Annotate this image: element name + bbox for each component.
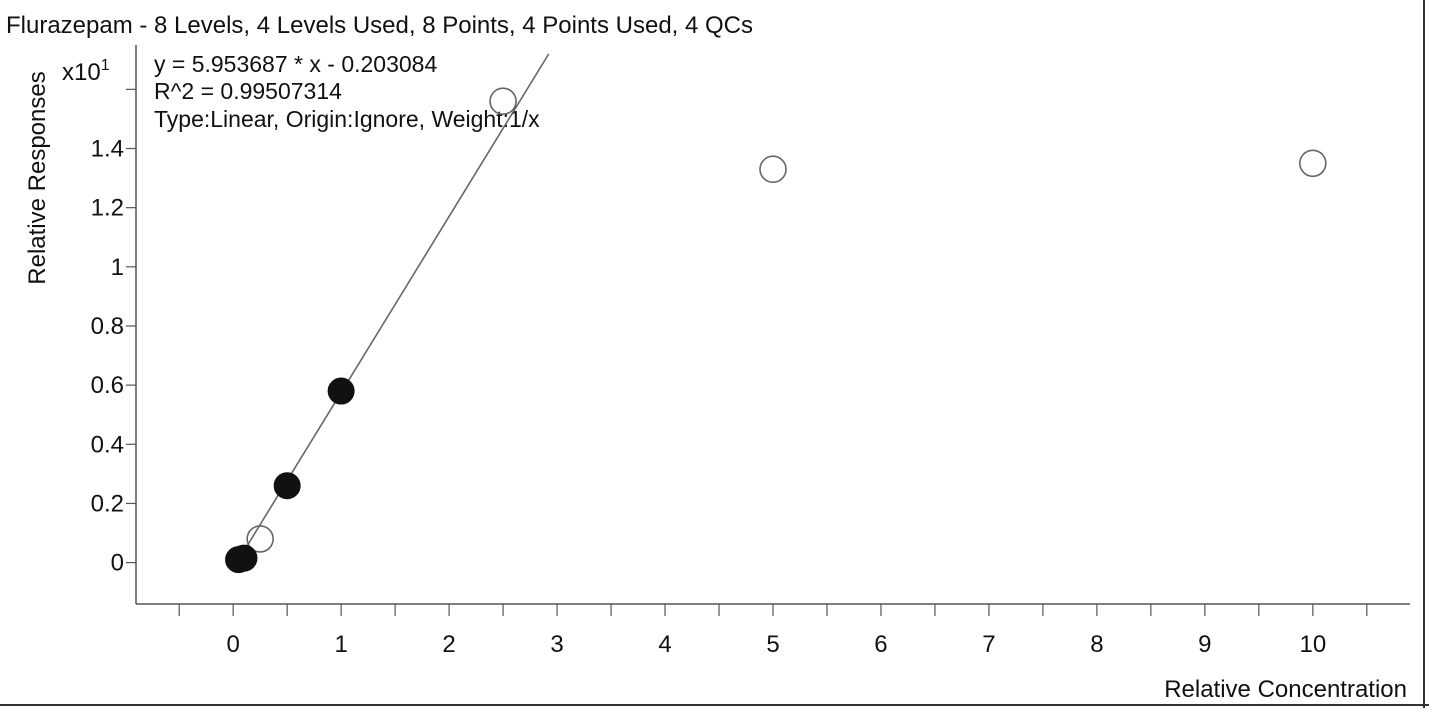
data-point-excluded xyxy=(246,525,274,553)
y-tick-label: 0.2 xyxy=(91,490,124,517)
x-tick-label: 5 xyxy=(766,631,779,658)
data-point-used xyxy=(230,544,258,572)
fit-info: Type:Linear, Origin:Ignore, Weight:1/x xyxy=(154,106,540,132)
data-points-group xyxy=(225,87,1327,574)
y-tick-label: 1.4 xyxy=(91,136,124,163)
x-tick-label: 8 xyxy=(1090,631,1103,658)
x-tick-label: 3 xyxy=(550,631,563,658)
x-tick-label: 2 xyxy=(442,631,455,658)
fit-equation: y = 5.953687 * x - 0.203084 xyxy=(154,51,437,77)
data-point-excluded xyxy=(1299,149,1327,178)
y-tick-label: 0.6 xyxy=(91,372,124,399)
y-tick-label: 0.4 xyxy=(91,431,124,458)
y-multiplier-label: x101 xyxy=(62,57,110,86)
data-point-used xyxy=(273,472,301,500)
y-axis-label: Relative Responses xyxy=(24,71,51,284)
x-tick-label: 10 xyxy=(1299,631,1326,658)
x-tick-label: 4 xyxy=(658,631,671,658)
x-tick-label: 9 xyxy=(1198,631,1211,658)
y-tick-label: 1 xyxy=(111,254,124,281)
x-tick-label: 7 xyxy=(982,631,995,658)
x-tick-label: 1 xyxy=(334,631,347,658)
x-tick-label: 0 xyxy=(226,631,239,658)
y-tick-label: 1.2 xyxy=(91,195,124,222)
x-tick-label: 6 xyxy=(874,631,887,658)
chart-title: Flurazepam - 8 Levels, 4 Levels Used, 8 … xyxy=(6,12,753,39)
y-multiplier-exponent: 1 xyxy=(101,57,110,74)
x-ticks-group: 0 1 2 3 4 5 6 7 8 9 10 xyxy=(178,604,1368,658)
data-point-excluded xyxy=(489,87,517,115)
y-multiplier-base: x10 xyxy=(62,59,101,86)
fit-r-squared: R^2 = 0.99507314 xyxy=(154,78,342,104)
data-point-excluded xyxy=(759,155,787,184)
data-point-used xyxy=(327,377,355,405)
y-tick-label: 0 xyxy=(111,550,124,577)
y-ticks-group: 0 0.2 0.4 0.6 0.8 1 1.2 1.4 xyxy=(91,88,136,577)
x-axis-label: Relative Concentration xyxy=(1164,676,1407,703)
y-tick-label: 0.8 xyxy=(91,313,124,340)
